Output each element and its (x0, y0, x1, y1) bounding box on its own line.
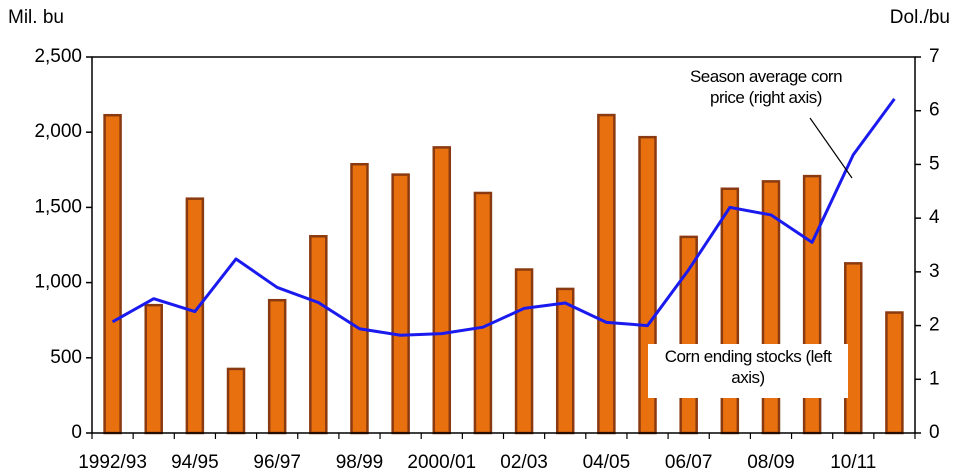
x-tick-label: 04/05 (583, 452, 631, 473)
x-tick-label: 10/11 (830, 452, 876, 473)
bar (432, 146, 452, 435)
y2-axis-label: Dol./bu (890, 7, 950, 28)
y-tick-label: 0 (71, 422, 82, 443)
bar (309, 235, 328, 435)
x-tick-label: 02/03 (500, 452, 548, 473)
bar (597, 113, 616, 435)
bar (103, 113, 122, 435)
x-tick-label: 98/99 (336, 452, 384, 473)
y-axis-label: Mil. bu (8, 7, 64, 28)
price-line (111, 98, 896, 337)
y-tick-label: 500 (50, 347, 82, 368)
bar (185, 197, 205, 435)
y-tick-label: 2,500 (34, 46, 82, 67)
bar (473, 191, 493, 435)
y2-tick-label: 5 (929, 153, 940, 174)
x-tick-label: 2000/01 (407, 452, 476, 473)
y-tick-label: 1,000 (34, 272, 82, 293)
x-tick-label: 08/09 (747, 452, 795, 473)
bar (226, 367, 246, 435)
y-tick-label: 2,000 (34, 121, 82, 142)
price-annotation: Season average corn price (right axis) (689, 67, 843, 107)
annotation-leader (809, 117, 853, 179)
y2-tick-label: 6 (929, 100, 940, 121)
y2-tick-label: 1 (929, 368, 940, 389)
y2-tick-label: 3 (929, 261, 940, 282)
bar (350, 162, 369, 435)
bar (144, 303, 163, 435)
y2-tick-label: 0 (929, 422, 940, 443)
bar (514, 268, 534, 435)
x-tick-label: 94/95 (171, 452, 219, 473)
bar (679, 235, 698, 435)
stocks-annotation: Corn ending stocks (left axis) (648, 344, 848, 398)
x-tick-label: 06/07 (665, 452, 713, 473)
bar (555, 287, 575, 435)
y2-tick-label: 2 (929, 315, 940, 336)
x-tick-label: 96/97 (253, 452, 301, 473)
x-tick-label: 1992/93 (78, 452, 147, 473)
y2-tick-label: 4 (929, 207, 940, 228)
bar (267, 298, 287, 435)
bar (885, 311, 904, 435)
y-tick-label: 1,500 (34, 196, 82, 217)
bar (391, 173, 410, 435)
y2-tick-label: 7 (929, 46, 940, 67)
